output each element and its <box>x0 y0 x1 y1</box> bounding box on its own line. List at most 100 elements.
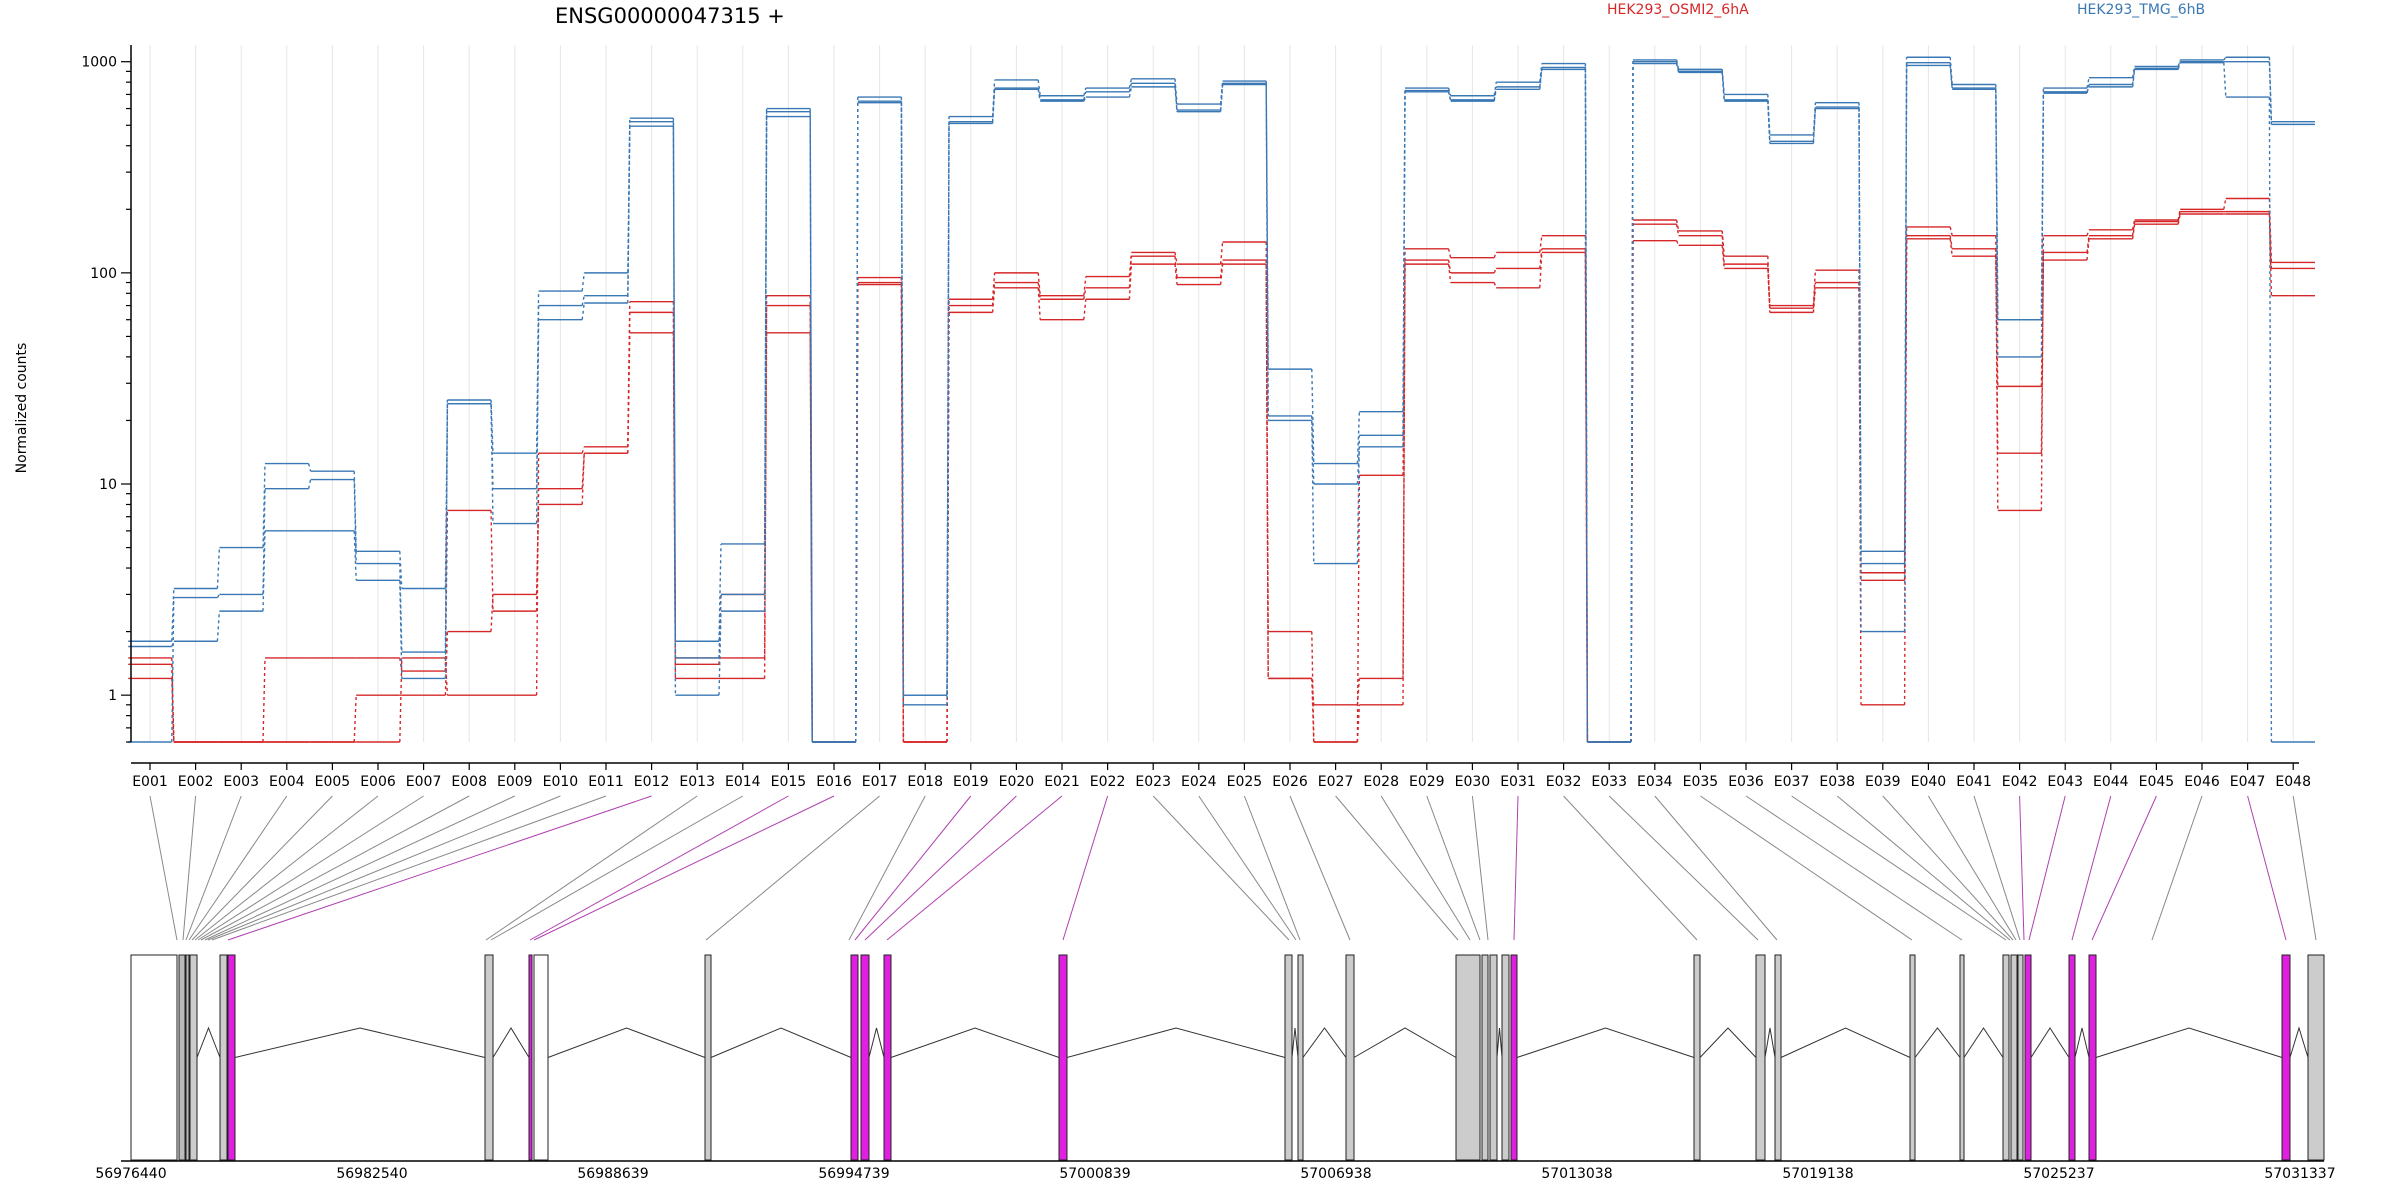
intron-line <box>1963 1027 2004 1058</box>
series-transition <box>171 641 175 647</box>
exon-block <box>883 954 892 1161</box>
series-transition <box>1219 259 1224 278</box>
series-transition <box>490 403 494 524</box>
series-transition <box>1219 264 1224 285</box>
series-transition <box>763 332 768 679</box>
exon-connector <box>1791 795 2007 941</box>
exon-block <box>1959 954 1965 1161</box>
exon-connector <box>2091 795 2157 941</box>
exon-connector <box>1471 795 1489 941</box>
series-transition <box>1493 252 1497 258</box>
exon-connector <box>211 795 607 941</box>
coordinate-label: 56976440 <box>95 1166 166 1182</box>
series-transition <box>1949 238 1953 257</box>
series-transition <box>1721 72 1725 102</box>
series-transition <box>399 563 403 653</box>
series-transition <box>718 543 722 642</box>
series-transition <box>1447 87 1452 96</box>
coordinate-label: 57000839 <box>1059 1166 1130 1182</box>
x-tick-label: E015 <box>771 774 807 790</box>
series-transition <box>1037 272 1041 296</box>
intron-line <box>1353 1027 1457 1058</box>
coordinate-label: 57019138 <box>1782 1166 1853 1182</box>
intron-line <box>1764 1027 1776 1058</box>
series-transition <box>1128 256 1133 288</box>
intron-line <box>1914 1027 1961 1058</box>
exon-connector <box>1882 795 2014 941</box>
series-transition <box>216 611 221 642</box>
x-tick-label: E038 <box>1819 774 1855 790</box>
exon-connector <box>204 795 516 941</box>
exon-connector <box>1927 795 2017 941</box>
exon-connector <box>854 795 972 941</box>
exon-block <box>1058 954 1068 1161</box>
series-5 <box>128 61 2315 743</box>
series-transition <box>1630 63 1634 743</box>
x-tick-label: E010 <box>543 774 579 790</box>
series-transition <box>2131 66 2136 78</box>
series-transition <box>262 657 266 743</box>
chart-title: ENSG00000047315 + <box>555 4 785 28</box>
gene-model: 56976440 56982540 56988639 56994739 57000839… <box>95 954 2336 1182</box>
intron-line <box>1496 1027 1503 1058</box>
series-transition <box>1311 415 1315 485</box>
exon-block <box>1909 954 1916 1161</box>
series-transition <box>399 657 403 672</box>
exon-connector <box>2019 795 2025 941</box>
exon-connector <box>1380 795 1471 941</box>
exon-connector <box>2247 795 2287 941</box>
series-transition <box>1539 252 1543 288</box>
intron-line <box>1516 1027 1695 1058</box>
exon-block <box>2307 954 2325 1161</box>
x-tick-label: E046 <box>2184 774 2220 790</box>
exon-block <box>219 954 228 1161</box>
exon-connector <box>149 795 178 941</box>
exon-block <box>860 954 870 1161</box>
intron-line <box>547 1027 706 1058</box>
y-axis-label: Normalized counts <box>14 343 30 474</box>
series-transition <box>2177 59 2181 67</box>
exon-connector <box>529 795 789 941</box>
series-0 <box>128 197 2315 743</box>
intron-line <box>2289 1026 2309 1058</box>
exon-connector <box>1654 795 1778 941</box>
exon-connector <box>2292 795 2317 941</box>
exon-connector <box>185 795 242 941</box>
exon-connector <box>1563 795 1698 941</box>
exon-block <box>484 954 494 1161</box>
x-tick-label: E022 <box>1090 774 1126 790</box>
x-tick-label: E012 <box>634 774 670 790</box>
x-tick-label: E028 <box>1363 774 1399 790</box>
series-transition <box>672 126 677 696</box>
x-tick-label: E018 <box>907 774 943 790</box>
intron-line <box>234 1027 486 1058</box>
series-transition <box>444 403 449 653</box>
coordinate-label: 57013038 <box>1541 1166 1612 1182</box>
exon-block <box>227 954 236 1161</box>
series-transition <box>1493 268 1497 274</box>
series-transition <box>627 332 631 454</box>
x-tick-label: E044 <box>2093 774 2129 790</box>
series-transition <box>2177 209 2181 221</box>
intron-line <box>1291 1027 1299 1058</box>
exon-connector <box>705 795 880 941</box>
x-tick-label: E043 <box>2047 774 2083 790</box>
intron-line <box>1699 1027 1757 1058</box>
series-transition <box>1995 256 1999 387</box>
exon-block <box>1284 954 1293 1161</box>
x-tick-label: E032 <box>1546 774 1582 790</box>
series-transition <box>490 399 494 454</box>
exon-connector <box>1836 795 2011 941</box>
series-transition <box>718 611 722 696</box>
exon-block <box>1489 954 1498 1161</box>
y-tick-label: 100 <box>90 266 117 282</box>
x-tick-label: E037 <box>1774 774 1810 790</box>
exon-block <box>2068 954 2076 1161</box>
x-tick-label: E004 <box>269 774 305 790</box>
exon-connector <box>848 795 926 941</box>
series-transition <box>991 89 996 124</box>
series-transition <box>581 272 585 292</box>
x-tick-label: E001 <box>132 774 168 790</box>
series-transition <box>627 126 631 303</box>
